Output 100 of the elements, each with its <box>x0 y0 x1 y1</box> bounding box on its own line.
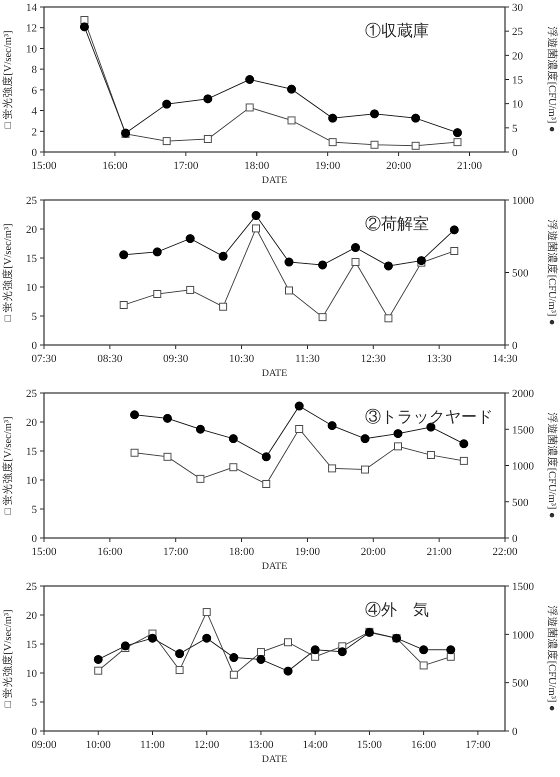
x-tick-label: 09:00 <box>31 739 58 751</box>
point <box>186 286 194 294</box>
x-tick-label: 19:00 <box>294 546 320 558</box>
point <box>446 652 455 661</box>
y-tick-label: 8 <box>32 64 38 76</box>
x-tick-label: 12:00 <box>194 739 220 751</box>
y-axis-title: □ 蛍光強度[V/sec/m³] <box>1 416 14 515</box>
point <box>153 290 162 298</box>
point <box>352 258 360 266</box>
y-tick-label: 12 <box>26 22 37 35</box>
x-tick-label: 17:00 <box>465 739 491 751</box>
y-tick-label: 4 <box>32 106 38 118</box>
y-tick-label: 10 <box>26 668 38 680</box>
y-axis-title: □ 蛍光強度[V/sec/m³] <box>1 30 14 129</box>
x-tick-label: 17:00 <box>163 546 189 558</box>
x-tick-label: 15:00 <box>31 546 58 558</box>
text: ③トラックヤード <box>364 408 493 426</box>
y-tick-label: 15 <box>26 639 38 651</box>
y-tick-label: 5 <box>32 697 38 709</box>
y-axis-title: □ 蛍光強度[V/sec/m³] <box>1 609 14 708</box>
point <box>394 442 402 450</box>
x-tick-label: 09:30 <box>163 353 189 365</box>
y-tick-label: 10 <box>26 475 38 487</box>
x-axis-title: DATE <box>262 175 288 186</box>
y2-tick-label: 15 <box>512 74 524 86</box>
y-tick-label: 25 <box>26 195 38 207</box>
point <box>204 135 212 144</box>
y-tick-label: 10 <box>26 282 38 294</box>
point <box>256 648 265 656</box>
point <box>384 314 392 322</box>
point <box>202 608 211 616</box>
y-tick-label: 6 <box>32 84 38 97</box>
x-axis-title: DATE <box>262 368 288 379</box>
x-tick-label: 21:00 <box>426 546 452 558</box>
point <box>318 313 327 322</box>
point <box>120 300 128 309</box>
y-tick-label: 15 <box>26 253 38 265</box>
point <box>246 103 254 112</box>
y-tick-label: 25 <box>26 581 38 593</box>
x-tick-label: 15:00 <box>356 739 382 751</box>
x-tick-label: 19:00 <box>315 160 341 172</box>
point <box>163 452 172 461</box>
point <box>230 670 238 679</box>
point <box>328 138 337 146</box>
x-tick-label: 14:30 <box>492 353 518 365</box>
y-tick-label: 5 <box>32 504 38 516</box>
point <box>196 474 204 483</box>
x-tick-label: 20:00 <box>360 546 386 558</box>
y-tick-label: 25 <box>26 388 38 400</box>
y-tick-label: 10 <box>26 43 38 56</box>
y-tick-label: 5 <box>32 311 38 323</box>
y2-tick-label: 500 <box>512 496 529 509</box>
point <box>229 463 238 472</box>
point <box>284 638 292 646</box>
x-tick-label: 14:00 <box>302 739 328 751</box>
point <box>288 116 296 124</box>
point <box>295 424 304 433</box>
y2-tick-label: 5 <box>512 122 518 135</box>
point <box>94 666 102 675</box>
x-axis-title: DATE <box>262 561 288 572</box>
y-tick-label: 20 <box>26 224 38 236</box>
x-tick-label: 21:00 <box>457 160 483 172</box>
point <box>450 247 458 256</box>
y2-tick-label: 0 <box>512 726 518 738</box>
y2-axis-title: 浮遊菌濃度[CFU/m³] ● <box>546 26 559 132</box>
y2-axis-title: 浮遊菌濃度[CFU/m³] ● <box>546 412 559 518</box>
x-tick-label: 11:30 <box>295 353 320 365</box>
y2-tick-label: 25 <box>512 26 524 38</box>
text: ①収蔵庫 <box>364 22 429 40</box>
y2-tick-label: 10 <box>512 98 524 111</box>
y2-tick-label: 0 <box>512 147 518 159</box>
y-tick-label: 0 <box>32 340 38 352</box>
y2-tick-label: 1000 <box>512 629 534 642</box>
y2-tick-label: 20 <box>512 50 524 62</box>
x-tick-label: 18:00 <box>244 160 270 172</box>
x-tick-label: 15:00 <box>31 160 58 172</box>
y2-tick-label: 0 <box>512 340 518 352</box>
y2-tick-label: 1000 <box>512 460 534 472</box>
y2-tick-label: 0 <box>512 533 518 545</box>
y2-axis-title: 浮遊菌濃度[CFU/m³] ● <box>546 606 559 712</box>
y2-tick-label: 500 <box>512 678 529 690</box>
point <box>370 140 378 149</box>
point <box>219 302 228 311</box>
x-tick-label: 22:00 <box>492 546 518 558</box>
y-tick-label: 2 <box>32 126 37 138</box>
x-tick-label: 12:30 <box>360 353 386 365</box>
point <box>426 451 435 460</box>
y2-tick-label: 1000 <box>512 195 534 207</box>
point <box>284 286 293 294</box>
y-tick-label: 0 <box>32 726 38 738</box>
x-tick-label: 08:30 <box>97 353 123 365</box>
x-tick-label: 16:00 <box>97 546 123 558</box>
x-tick-label: 16:00 <box>411 739 437 751</box>
point <box>311 652 320 661</box>
x-tick-label: 20:00 <box>386 160 412 172</box>
x-tick-label: 18:00 <box>229 546 255 558</box>
y-tick-label: 15 <box>26 446 38 458</box>
x-tick-label: 16:00 <box>102 160 128 172</box>
point <box>453 138 462 146</box>
point <box>361 466 370 474</box>
